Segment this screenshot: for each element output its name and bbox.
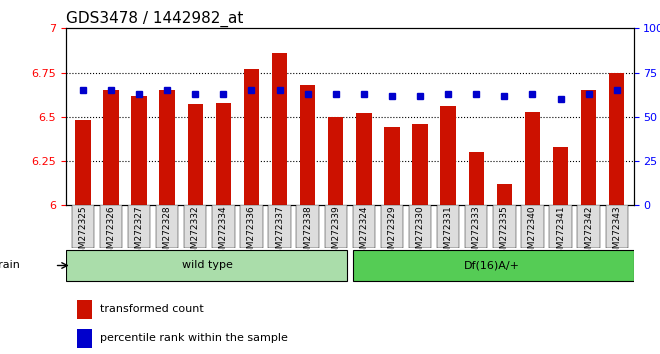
Bar bbox=[100, 205, 122, 248]
FancyBboxPatch shape bbox=[352, 250, 634, 281]
Text: GSM272332: GSM272332 bbox=[191, 205, 200, 260]
Bar bbox=[77, 300, 92, 319]
Bar bbox=[412, 124, 428, 205]
Text: GSM272328: GSM272328 bbox=[162, 205, 172, 260]
Bar bbox=[549, 205, 572, 248]
Bar bbox=[581, 90, 597, 205]
Text: GSM272329: GSM272329 bbox=[387, 205, 397, 260]
Bar bbox=[384, 127, 400, 205]
Text: transformed count: transformed count bbox=[100, 304, 204, 314]
Text: GSM272336: GSM272336 bbox=[247, 205, 256, 260]
Bar bbox=[160, 90, 175, 205]
Text: GSM272343: GSM272343 bbox=[612, 205, 621, 260]
Bar bbox=[352, 205, 375, 248]
Text: wild type: wild type bbox=[182, 261, 234, 270]
Bar bbox=[578, 205, 600, 248]
Bar bbox=[269, 205, 291, 248]
Text: GSM272339: GSM272339 bbox=[331, 205, 341, 260]
Text: GSM272338: GSM272338 bbox=[303, 205, 312, 260]
Bar bbox=[128, 205, 150, 248]
Text: GDS3478 / 1442982_at: GDS3478 / 1442982_at bbox=[66, 11, 244, 27]
Text: GSM272330: GSM272330 bbox=[416, 205, 424, 260]
Bar bbox=[216, 103, 231, 205]
Bar bbox=[240, 205, 263, 248]
Bar bbox=[437, 205, 459, 248]
Bar bbox=[521, 205, 544, 248]
Bar bbox=[212, 205, 234, 248]
Bar bbox=[77, 329, 92, 348]
Bar bbox=[465, 205, 488, 248]
Bar bbox=[187, 104, 203, 205]
Bar bbox=[72, 205, 94, 248]
Bar bbox=[103, 90, 119, 205]
Text: Df(16)A/+: Df(16)A/+ bbox=[464, 261, 519, 270]
Text: GSM272327: GSM272327 bbox=[135, 205, 144, 260]
Bar bbox=[525, 112, 540, 205]
Text: strain: strain bbox=[0, 261, 20, 270]
Bar bbox=[553, 147, 568, 205]
Text: GSM272340: GSM272340 bbox=[528, 205, 537, 260]
Bar bbox=[75, 120, 90, 205]
Bar bbox=[244, 69, 259, 205]
Text: GSM272341: GSM272341 bbox=[556, 205, 565, 260]
Text: GSM272325: GSM272325 bbox=[79, 205, 87, 260]
Bar bbox=[356, 113, 372, 205]
Bar bbox=[496, 184, 512, 205]
FancyBboxPatch shape bbox=[66, 250, 347, 281]
Bar bbox=[328, 117, 343, 205]
Bar bbox=[156, 205, 178, 248]
Text: GSM272333: GSM272333 bbox=[472, 205, 480, 260]
Text: GSM272337: GSM272337 bbox=[275, 205, 284, 260]
Bar bbox=[131, 96, 147, 205]
Text: GSM272335: GSM272335 bbox=[500, 205, 509, 260]
Bar bbox=[325, 205, 347, 248]
Bar bbox=[272, 53, 287, 205]
Text: GSM272334: GSM272334 bbox=[219, 205, 228, 260]
Bar bbox=[493, 205, 515, 248]
Bar bbox=[409, 205, 431, 248]
Bar bbox=[609, 73, 624, 205]
Bar bbox=[605, 205, 628, 248]
Bar bbox=[469, 152, 484, 205]
Bar bbox=[184, 205, 207, 248]
Text: GSM272331: GSM272331 bbox=[444, 205, 453, 260]
Bar bbox=[296, 205, 319, 248]
Bar bbox=[440, 106, 456, 205]
Text: percentile rank within the sample: percentile rank within the sample bbox=[100, 333, 288, 343]
Bar bbox=[300, 85, 315, 205]
Text: GSM272326: GSM272326 bbox=[106, 205, 116, 260]
Text: GSM272324: GSM272324 bbox=[359, 205, 368, 260]
Text: GSM272342: GSM272342 bbox=[584, 205, 593, 260]
Bar bbox=[381, 205, 403, 248]
